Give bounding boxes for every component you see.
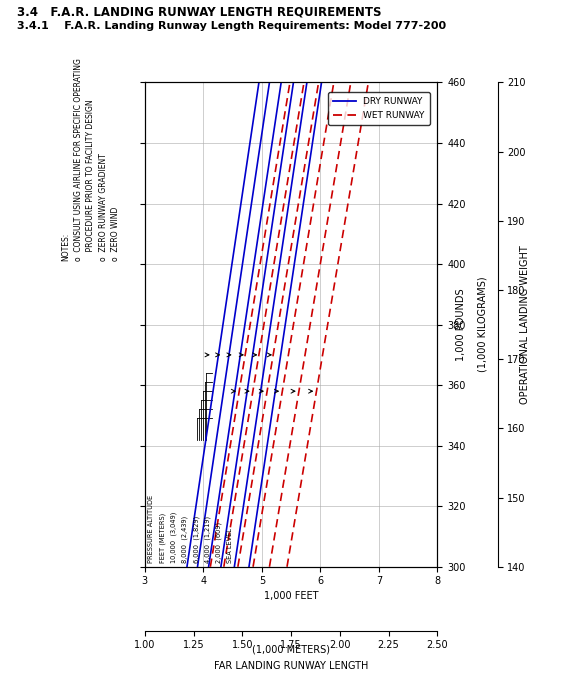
Text: 1,000 POUNDS: 1,000 POUNDS [456,289,466,361]
Text: 10,000  (3,049): 10,000 (3,049) [170,512,177,563]
Text: 3.4.1    F.A.R. Landing Runway Length Requirements: Model 777-200: 3.4.1 F.A.R. Landing Runway Length Requi… [17,21,446,31]
Text: 4,000  (1,219): 4,000 (1,219) [204,516,211,563]
Text: FEET (METERS): FEET (METERS) [159,513,165,563]
Text: (1,000 METERS): (1,000 METERS) [252,644,330,654]
Legend: DRY RUNWAY, WET RUNWAY: DRY RUNWAY, WET RUNWAY [328,92,430,125]
Text: 2,000  (609): 2,000 (609) [216,522,222,563]
Text: OPERATIONAL LANDING WEIGHT: OPERATIONAL LANDING WEIGHT [520,245,531,404]
Text: 8,000  (2,439): 8,000 (2,439) [182,516,188,563]
Text: (1,000 KILOGRAMS): (1,000 KILOGRAMS) [478,277,488,372]
Text: SEA LEVEL: SEA LEVEL [227,528,233,563]
Text: FAR LANDING RUNWAY LENGTH: FAR LANDING RUNWAY LENGTH [214,662,368,671]
Text: 6,000  (1,829): 6,000 (1,829) [193,516,199,563]
Text: 3.4   F.A.R. LANDING RUNWAY LENGTH REQUIREMENTS: 3.4 F.A.R. LANDING RUNWAY LENGTH REQUIRE… [17,5,382,19]
X-axis label: 1,000 FEET: 1,000 FEET [264,591,318,600]
Text: PRESSURE ALTITUDE: PRESSURE ALTITUDE [148,495,154,563]
Text: NOTES:
o  CONSULT USING AIRLINE FOR SPECIFIC OPERATING
    PROCEDURE PRIOR TO FA: NOTES: o CONSULT USING AIRLINE FOR SPECI… [61,58,120,261]
